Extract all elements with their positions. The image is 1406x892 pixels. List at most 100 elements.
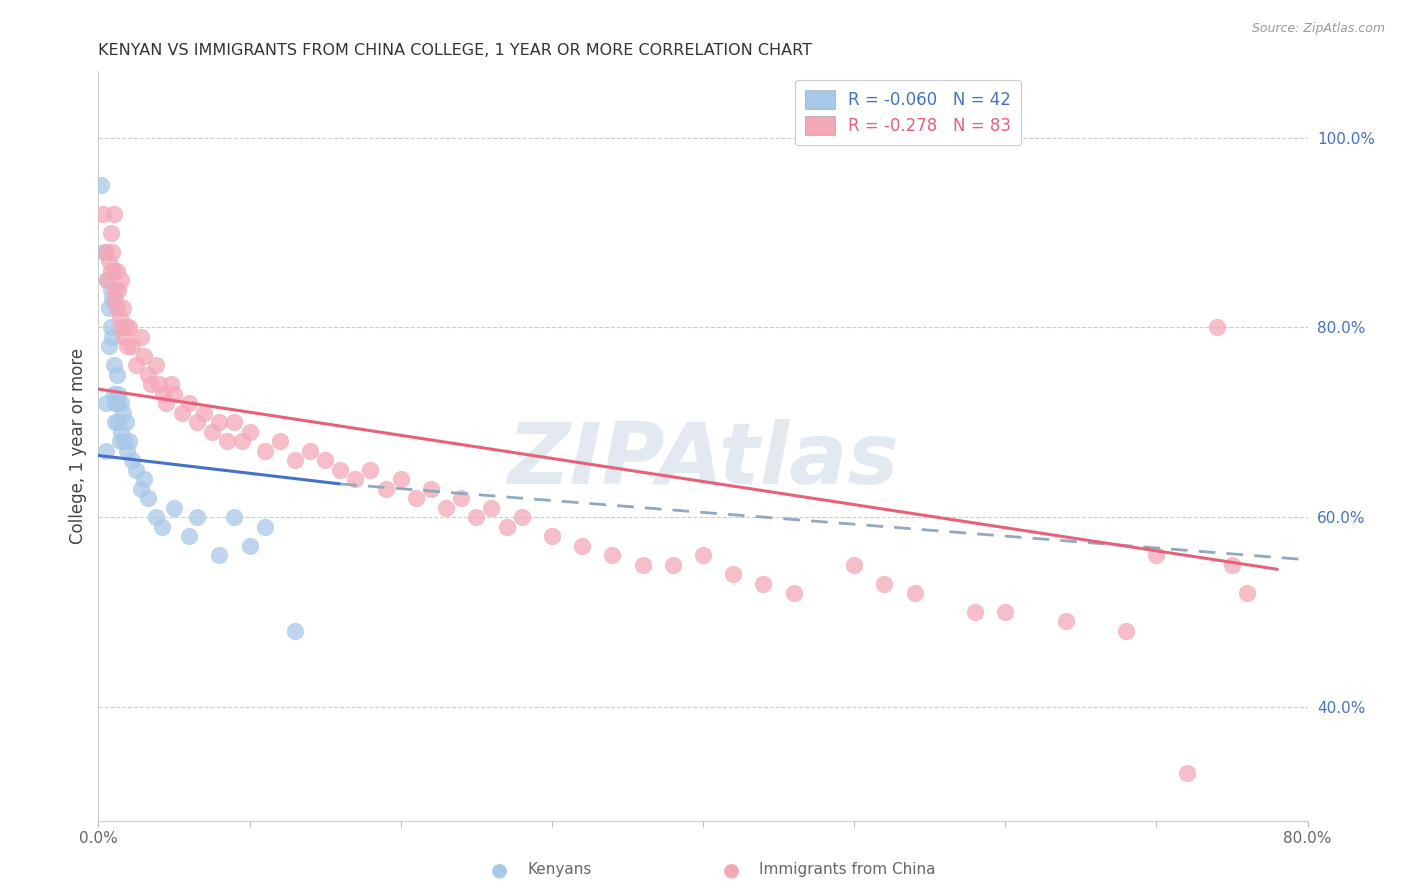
Point (284, 624, 307, 638)
Point (344, 472, 367, 486)
Point (98, 339, 121, 353)
Point (96, 273, 118, 287)
Point (104, 283, 127, 297)
Point (602, 548, 624, 562)
Point (103, 359, 125, 373)
Point (110, 396, 132, 410)
Point (132, 349, 155, 363)
Point (510, 510, 533, 524)
Point (631, 558, 654, 572)
Point (129, 482, 152, 496)
Point (465, 510, 488, 524)
Point (329, 463, 352, 477)
Point (163, 387, 186, 401)
Point (105, 263, 128, 277)
Legend: R = -0.060   N = 42, R = -0.278   N = 83: R = -0.060 N = 42, R = -0.278 N = 83 (794, 79, 1021, 145)
Point (873, 576, 896, 591)
Point (201, 425, 224, 439)
Point (844, 558, 866, 572)
Point (450, 491, 472, 505)
Point (360, 463, 382, 477)
Point (125, 463, 148, 477)
Point (179, 396, 201, 410)
Point (101, 244, 124, 259)
Point (299, 443, 322, 458)
Point (118, 434, 141, 449)
Point (141, 377, 163, 392)
Text: ●: ● (491, 860, 508, 880)
Point (186, 510, 208, 524)
Point (93, 244, 115, 259)
Point (103, 206, 125, 220)
Point (269, 434, 291, 449)
Point (90, 178, 112, 193)
Point (434, 500, 457, 515)
Point (208, 415, 231, 429)
Point (100, 263, 122, 277)
Point (253, 443, 276, 458)
Point (163, 500, 186, 515)
Point (100, 283, 122, 297)
Point (105, 301, 128, 316)
Point (314, 453, 336, 467)
Point (1054, 615, 1077, 629)
Point (208, 548, 231, 562)
Point (186, 415, 208, 429)
Text: Source: ZipAtlas.com: Source: ZipAtlas.com (1251, 22, 1385, 36)
Point (103, 263, 125, 277)
Point (101, 292, 124, 306)
Point (105, 396, 128, 410)
Point (1220, 558, 1243, 572)
Point (904, 586, 927, 600)
Point (136, 368, 159, 382)
Point (145, 510, 167, 524)
Point (111, 301, 134, 316)
Point (114, 415, 136, 429)
Point (110, 425, 132, 439)
Text: Kenyans: Kenyans (527, 863, 592, 877)
Point (152, 387, 174, 401)
Point (692, 548, 714, 562)
Point (662, 558, 685, 572)
Point (160, 377, 183, 392)
Point (155, 396, 177, 410)
Y-axis label: College, 1 year or more: College, 1 year or more (69, 348, 87, 544)
Point (1206, 320, 1229, 334)
Point (1115, 624, 1137, 638)
Point (170, 406, 193, 420)
Text: KENYAN VS IMMIGRANTS FROM CHINA COLLEGE, 1 YEAR OR MORE CORRELATION CHART: KENYAN VS IMMIGRANTS FROM CHINA COLLEGE,… (98, 43, 813, 58)
Point (105, 368, 128, 382)
Point (104, 415, 127, 429)
Point (111, 406, 134, 420)
Point (723, 567, 745, 582)
Point (94, 244, 117, 259)
Point (100, 320, 122, 334)
Point (114, 320, 136, 334)
Point (752, 576, 775, 591)
Point (103, 387, 125, 401)
Point (239, 539, 262, 553)
Point (104, 396, 127, 410)
Point (100, 226, 122, 240)
Point (420, 482, 443, 496)
Point (374, 482, 396, 496)
Point (1236, 586, 1258, 600)
Text: ZIPAtlas: ZIPAtlas (508, 419, 898, 502)
Point (145, 359, 167, 373)
Point (284, 453, 307, 467)
Point (1175, 766, 1198, 780)
Point (121, 339, 143, 353)
Point (108, 434, 131, 449)
Point (110, 273, 132, 287)
Point (107, 415, 129, 429)
Text: ●: ● (723, 860, 740, 880)
Point (224, 415, 246, 429)
Point (94, 443, 117, 458)
Point (224, 510, 246, 524)
Point (98, 254, 121, 268)
Point (994, 605, 1017, 619)
Point (115, 443, 138, 458)
Point (108, 310, 131, 325)
Point (215, 434, 238, 449)
Point (115, 339, 138, 353)
